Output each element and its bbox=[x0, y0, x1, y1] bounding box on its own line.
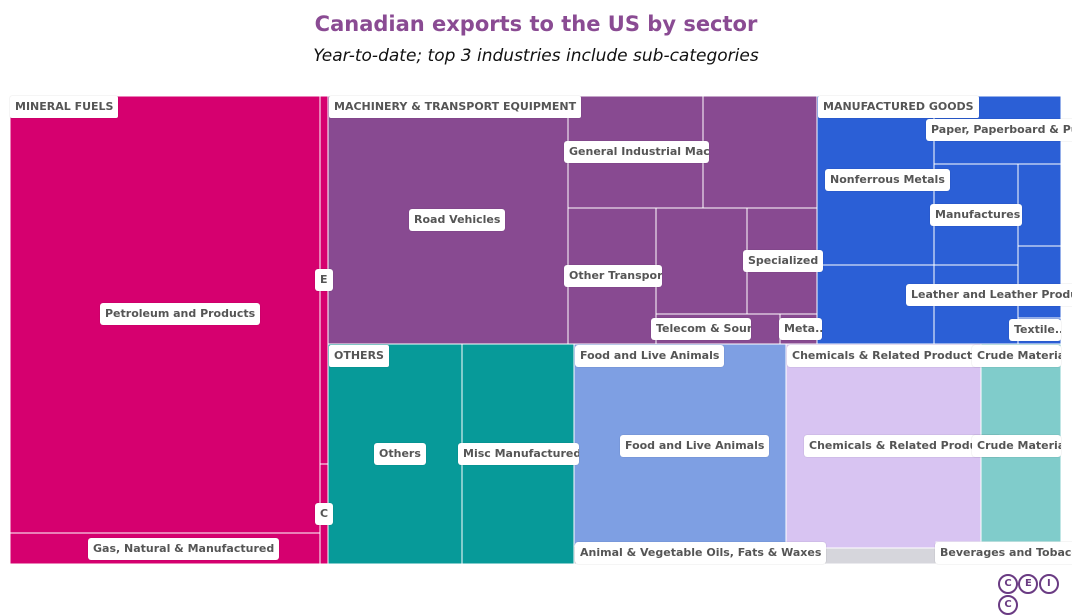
tile-label-crude: Crude Materia... bbox=[972, 435, 1061, 457]
tile-rubber bbox=[1017, 163, 1062, 247]
logo-letter: E bbox=[1018, 574, 1039, 594]
tile-label-c: C bbox=[315, 503, 334, 525]
tile-label-chemicals: Chemicals & Related Products bbox=[804, 435, 1001, 457]
tile-label-manufactures: Manufactures ... bbox=[930, 204, 1022, 226]
tile-label-other-transport: Other Transport... bbox=[564, 265, 662, 287]
ceic-logo: C E I C bbox=[998, 573, 1072, 615]
tile-label-food: Food and Live Animals bbox=[620, 435, 770, 457]
tile-office-machines bbox=[655, 207, 748, 315]
group-label-manufactured: MANUFACTURED GOODS bbox=[818, 96, 979, 118]
tile-label-textile: Textile... bbox=[1009, 319, 1061, 341]
tile-label-leather: Leather and Leather Products bbox=[906, 284, 1072, 306]
tile-label-misc-manufactured: Misc Manufactured ... bbox=[458, 443, 579, 465]
chart-subtitle: Year-to-date; top 3 industries include s… bbox=[313, 46, 759, 66]
group-label-others: OTHERS bbox=[329, 345, 389, 367]
tile-label-general-industrial: General Industrial Machi... bbox=[564, 141, 709, 163]
tile-label-e: E bbox=[315, 269, 333, 291]
tile-label-metalworking: Meta... bbox=[779, 318, 822, 340]
tile-label-paper: Paper, Paperboard & Pulp bbox=[926, 119, 1072, 141]
tile-label-nonferrous: Nonferrous Metals bbox=[825, 169, 950, 191]
group-label-machinery: MACHINERY & TRANSPORT EQUIPMENT bbox=[329, 96, 582, 118]
tile-label-petroleum: Petroleum and Products bbox=[100, 303, 261, 325]
group-label-crude: Crude Materia... bbox=[972, 345, 1061, 367]
tile-label-gas-natural: Gas, Natural & Manufactured bbox=[88, 538, 280, 560]
group-label-mineral-fuels: MINERAL FUELS bbox=[10, 96, 119, 118]
group-label-animal-oils: Animal & Vegetable Oils, Fats & Waxes bbox=[575, 542, 827, 564]
tile-label-others: Others bbox=[374, 443, 426, 465]
tile-label-road-vehicles: Road Vehicles bbox=[409, 209, 506, 231]
group-label-beverages: Beverages and Tobacco bbox=[935, 542, 1072, 564]
logo-letter: I bbox=[1038, 574, 1059, 594]
group-label-chemicals: Chemicals & Related Products bbox=[787, 345, 984, 367]
chart-title: Canadian exports to the US by sector bbox=[314, 12, 758, 36]
tile-cork-wood bbox=[1017, 245, 1062, 319]
logo-letter: C bbox=[998, 595, 1018, 615]
tile-label-telecom: Telecom & Soun... bbox=[651, 318, 751, 340]
group-label-food: Food and Live Animals bbox=[575, 345, 725, 367]
tile-power-machinery bbox=[702, 95, 818, 209]
logo-letter: C bbox=[998, 574, 1018, 594]
tile-label-specialized: Specialized ... bbox=[743, 250, 823, 272]
